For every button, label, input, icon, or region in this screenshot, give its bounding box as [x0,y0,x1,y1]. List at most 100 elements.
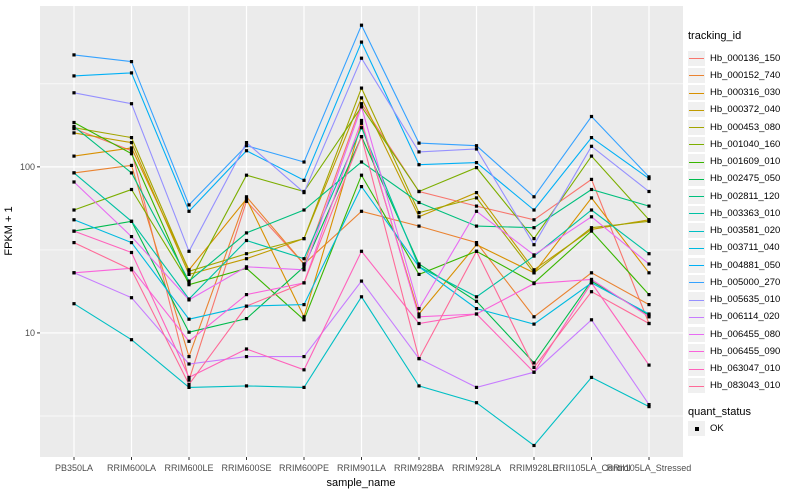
data-point [417,321,421,326]
data-point [589,154,594,158]
legend-line-swatch [689,385,704,387]
data-point [187,281,191,285]
data-point [244,141,249,145]
data-point [589,279,594,283]
data-point [417,312,421,316]
data-point [244,355,249,359]
legend-item-label: OK [710,423,724,434]
data-point [129,136,134,140]
data-point [589,227,594,231]
data-point [359,86,364,90]
data-point [244,195,249,199]
data-point [72,91,76,95]
data-point [647,177,651,181]
legend-item: Hb_006455_080 [688,326,780,343]
data-point [474,196,479,200]
x-tick-label: RRIM928LA [451,463,502,473]
data-point [359,279,364,283]
data-point [474,147,479,151]
legend-key-line-icon [688,50,705,66]
data-point [187,375,191,379]
legend-key-line-icon [688,188,705,204]
data-point [302,268,306,272]
data-point [474,243,479,247]
data-point [244,199,249,203]
legend-line-swatch [689,299,704,301]
legend-line-swatch [689,127,704,129]
data-point [302,237,306,241]
legend-item-label: Hb_000136_150 [710,52,781,64]
data-point [647,363,651,367]
legend-item: Hb_003711_040 [688,239,780,256]
data-point [302,191,306,195]
legend-key-line-icon [688,361,705,377]
data-point [244,317,249,321]
data-point [474,299,479,303]
data-point [72,53,76,57]
data-point [589,215,594,219]
data-point [647,403,651,407]
data-point [187,339,191,343]
data-point [532,443,536,448]
color-legend-title: tracking_id [688,30,742,42]
x-tick-label: RRIM600PE [278,463,330,473]
data-point [589,277,594,281]
legend-line-swatch [689,230,704,232]
legend-line-swatch [689,368,704,370]
legend-item: Hb_000152_740 [688,67,780,84]
data-point [589,229,594,233]
data-point [647,315,651,319]
data-point [129,141,134,145]
data-point [187,203,191,207]
data-point [302,355,306,359]
data-point [417,272,421,276]
data-point [129,146,134,150]
data-point [129,187,134,192]
legend-line-swatch [689,334,704,336]
legend-item-label: Hb_003711_040 [710,242,780,254]
legend-line-swatch [689,144,704,146]
data-point [359,209,364,213]
data-point [187,330,191,334]
legend-item: Hb_000316_030 [688,84,780,101]
data-point [417,307,421,311]
data-point [359,23,364,27]
data-point [647,204,651,208]
legend-item-label: Hb_006114_020 [710,311,780,323]
data-point [532,243,536,247]
data-point [129,60,134,64]
legend-item: Hb_003363_010 [688,205,780,222]
data-point [72,74,76,78]
data-point [532,315,536,319]
data-point [187,279,191,283]
data-point [72,120,76,125]
legend-item-label: Hb_002811_120 [710,190,780,202]
data-point [474,191,479,195]
legend-item: OK [688,420,724,437]
data-point [474,224,479,228]
legend-line-swatch [689,161,704,163]
data-point [302,257,306,261]
data-point [129,296,134,300]
legend-item: Hb_006114_020 [688,308,780,325]
legend-item: Hb_000372_040 [688,101,780,118]
legend-key-line-icon [688,274,705,290]
data-point [589,144,594,148]
data-point [417,150,421,154]
data-point [72,131,76,135]
data-point [129,102,134,106]
data-point [417,200,421,205]
data-point [417,163,421,167]
legend-key-line-icon [688,136,705,152]
legend-line-swatch [689,92,704,94]
data-point [532,226,536,230]
legend-item-label: Hb_004881_050 [710,259,781,271]
data-point [474,161,479,165]
data-point [72,302,76,306]
legend-item: Hb_063047_010 [688,360,780,377]
data-point [359,105,364,109]
data-point [244,144,249,148]
x-tick-label: RRIM901LA [336,463,387,473]
legend-key-line-icon [688,240,705,256]
